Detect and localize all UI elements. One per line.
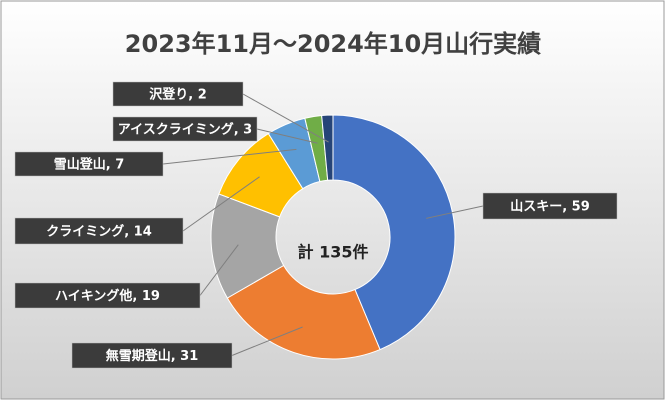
donut-slice [226, 264, 381, 360]
leader-line [426, 205, 484, 219]
label-box [14, 217, 184, 245]
leader-line [182, 176, 260, 232]
label-box [112, 116, 258, 142]
label-box [14, 151, 164, 177]
data-label: 雪山登山, 7 [54, 157, 125, 173]
leader-line [231, 326, 303, 356]
data-label: クライミング, 14 [46, 224, 152, 240]
donut-slice [332, 114, 456, 351]
label-box [71, 342, 233, 369]
label-box [112, 81, 244, 107]
data-label: ハイキング他, 19 [55, 288, 160, 304]
leader-line [256, 128, 318, 144]
leader-line [242, 93, 329, 143]
center-label: 計 135件 [298, 243, 369, 262]
leader-line [162, 148, 297, 165]
donut-slice [321, 114, 334, 181]
data-label: 山スキー, 59 [510, 199, 590, 215]
data-label: アイスクライミング, 3 [118, 122, 252, 138]
leader-line [199, 244, 239, 296]
data-label: 無雪期登山, 31 [106, 348, 199, 364]
data-label: 沢登り, 2 [149, 87, 207, 103]
label-box [482, 192, 618, 220]
label-box [14, 282, 201, 309]
chart-title: 2023年11月～2024年10月山行実績 [125, 30, 541, 58]
